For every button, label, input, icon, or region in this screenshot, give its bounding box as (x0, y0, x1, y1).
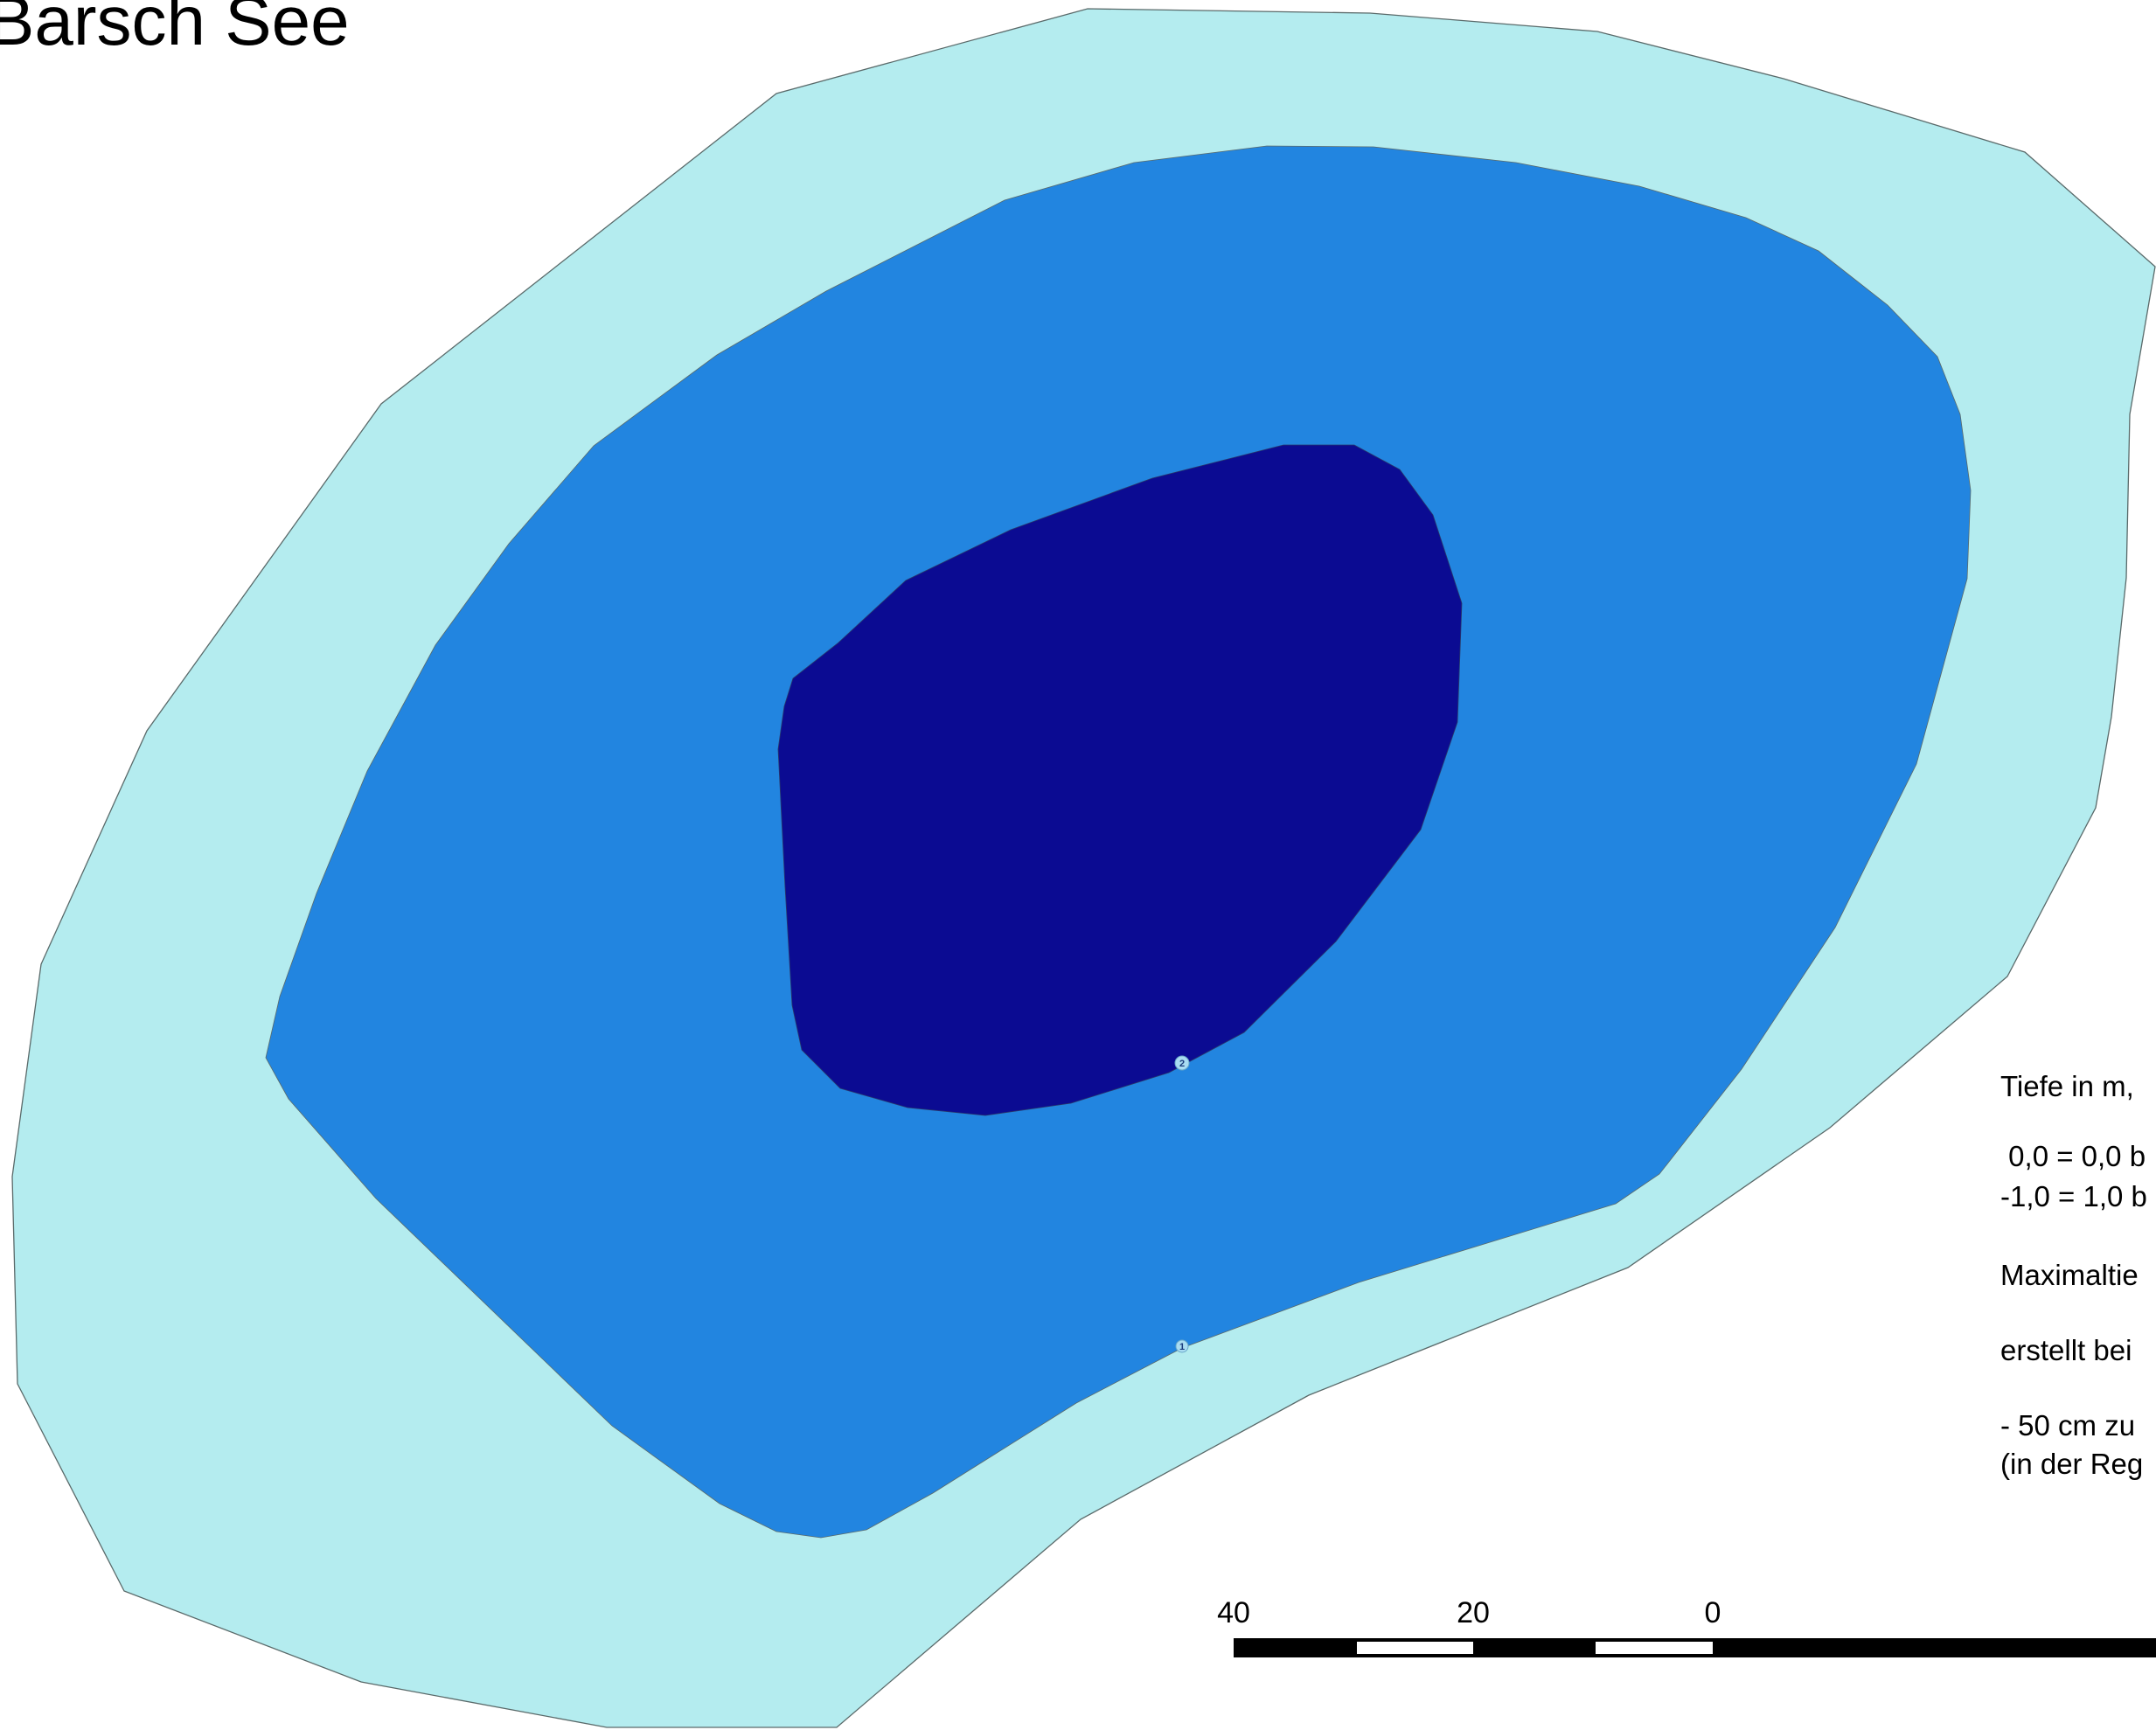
map-title: Barsch See (0, 0, 350, 59)
svg-text:2: 2 (1179, 1059, 1185, 1069)
legend-water-level-note: - 50 cm zu (2000, 1409, 2136, 1442)
legend-depth-unit: Tiefe in m, (2000, 1070, 2134, 1102)
depth-zone-deep (777, 444, 1463, 1116)
contour-label-1: 1 (1175, 1339, 1189, 1353)
legend-depth-class-1: -1,0 = 1,0 b (2000, 1180, 2147, 1212)
scale-label-40: 40 (1217, 1596, 1250, 1629)
scale-label-20: 20 (1457, 1596, 1490, 1629)
scale-label-0: 0 (1704, 1596, 1721, 1629)
legend-max-depth: Maximaltie (2000, 1259, 2139, 1291)
legend-water-level-note-2: (in der Reg (2000, 1448, 2144, 1480)
contour-label-2: 2 (1174, 1055, 1190, 1071)
legend-created-note: erstellt bei (2000, 1334, 2132, 1366)
svg-text:1: 1 (1179, 1342, 1185, 1352)
legend-depth-class-0: 0,0 = 0,0 b (2000, 1140, 2146, 1172)
scale-bar (1234, 1638, 2156, 1657)
